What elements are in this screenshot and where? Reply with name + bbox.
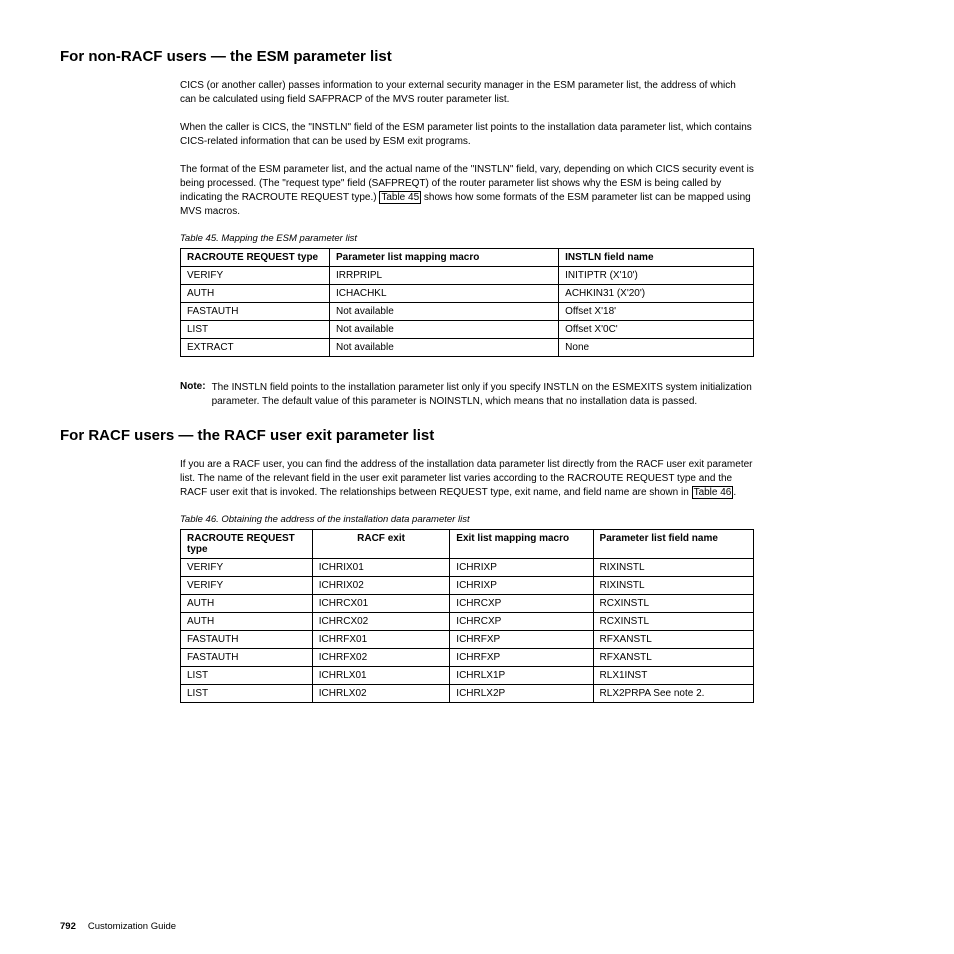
table-row: FASTAUTHICHRFX01ICHRFXPRFXANSTL — [181, 631, 754, 649]
table-cell: INITIPTR (X'10') — [559, 267, 754, 285]
table-cell: RLX1INST — [593, 667, 753, 685]
table-cell: LIST — [181, 685, 313, 703]
table-cell: Offset X'18' — [559, 303, 754, 321]
table46-caption: Table 46. Obtaining the address of the i… — [180, 514, 754, 525]
table46-header-row: RACROUTE REQUEST type RACF exit Exit lis… — [181, 530, 754, 559]
section-racf: For RACF users — the RACF user exit para… — [60, 427, 894, 703]
page-footer: 792 Customization Guide — [60, 921, 176, 932]
table-row: AUTHICHRCX02ICHRCXPRCXINSTL — [181, 613, 754, 631]
section1-heading: For non-RACF users — the ESM parameter l… — [60, 48, 894, 65]
table-cell: RCXINSTL — [593, 613, 753, 631]
section1-para2: When the caller is CICS, the "INSTLN" fi… — [180, 121, 754, 149]
doc-title: Customization Guide — [88, 921, 176, 932]
table-row: FASTAUTHICHRFX02ICHRFXPRFXANSTL — [181, 649, 754, 667]
table-cell: ICHRFX02 — [312, 649, 450, 667]
table45-h1: RACROUTE REQUEST type — [181, 249, 330, 267]
para-after: . — [733, 487, 736, 498]
table46-h2: RACF exit — [312, 530, 450, 559]
table-row: VERIFYICHRIX01ICHRIXPRIXINSTL — [181, 559, 754, 577]
section-nonracf: For non-RACF users — the ESM parameter l… — [60, 48, 894, 409]
section1-content: CICS (or another caller) passes informat… — [180, 79, 754, 409]
table-row: LISTICHRLX01ICHRLX1PRLX1INST — [181, 667, 754, 685]
table-cell: FASTAUTH — [181, 631, 313, 649]
table45-h3: INSTLN field name — [559, 249, 754, 267]
table-cell: ICHRLX02 — [312, 685, 450, 703]
section1-para3: The format of the ESM parameter list, an… — [180, 163, 754, 219]
table-row: LISTICHRLX02ICHRLX2PRLX2PRPA See note 2. — [181, 685, 754, 703]
table-cell: ICHRCXP — [450, 613, 593, 631]
table45-link[interactable]: Table 45 — [379, 191, 421, 204]
table-cell: AUTH — [181, 285, 330, 303]
table-cell: VERIFY — [181, 577, 313, 595]
table-row: FASTAUTHNot availableOffset X'18' — [181, 303, 754, 321]
table-cell: AUTH — [181, 613, 313, 631]
table-cell: ICHRIXP — [450, 559, 593, 577]
table-cell: RFXANSTL — [593, 649, 753, 667]
table-cell: ICHRCX02 — [312, 613, 450, 631]
table-cell: ICHRCXP — [450, 595, 593, 613]
table-row: VERIFYICHRIX02ICHRIXPRIXINSTL — [181, 577, 754, 595]
section1-para1: CICS (or another caller) passes informat… — [180, 79, 754, 107]
table46: RACROUTE REQUEST type RACF exit Exit lis… — [180, 529, 754, 703]
table-cell: ICHRLX2P — [450, 685, 593, 703]
table46-h4: Parameter list field name — [593, 530, 753, 559]
table-cell: RIXINSTL — [593, 559, 753, 577]
table-cell: ICHRCX01 — [312, 595, 450, 613]
table-row: AUTHICHACHKLACHKIN31 (X'20') — [181, 285, 754, 303]
table-cell: FASTAUTH — [181, 303, 330, 321]
table-cell: ICHACHKL — [329, 285, 558, 303]
section2-content: If you are a RACF user, you can find the… — [180, 458, 754, 703]
table-cell: Not available — [329, 339, 558, 357]
table-cell: AUTH — [181, 595, 313, 613]
table-row: AUTHICHRCX01ICHRCXPRCXINSTL — [181, 595, 754, 613]
table-cell: ACHKIN31 (X'20') — [559, 285, 754, 303]
table-cell: IRRPRIPL — [329, 267, 558, 285]
table-cell: ICHRLX01 — [312, 667, 450, 685]
table-cell: VERIFY — [181, 267, 330, 285]
table-cell: Not available — [329, 321, 558, 339]
table-cell: RFXANSTL — [593, 631, 753, 649]
table46-h1: RACROUTE REQUEST type — [181, 530, 313, 559]
table-cell: LIST — [181, 321, 330, 339]
table-cell: EXTRACT — [181, 339, 330, 357]
para-before: If you are a RACF user, you can find the… — [180, 459, 753, 498]
table-cell: RCXINSTL — [593, 595, 753, 613]
table-cell: Not available — [329, 303, 558, 321]
note-text: The INSTLN field points to the installat… — [212, 381, 754, 409]
note-label: Note: — [180, 381, 212, 409]
table-cell: RLX2PRPA See note 2. — [593, 685, 753, 703]
table-cell: ICHRIXP — [450, 577, 593, 595]
table-row: EXTRACTNot availableNone — [181, 339, 754, 357]
table46-link[interactable]: Table 46 — [692, 486, 734, 499]
section1-note: Note: The INSTLN field points to the ins… — [180, 381, 754, 409]
table-cell: ICHRIX01 — [312, 559, 450, 577]
table45-caption: Table 45. Mapping the ESM parameter list — [180, 233, 754, 244]
section2-heading: For RACF users — the RACF user exit para… — [60, 427, 894, 444]
table45-h2: Parameter list mapping macro — [329, 249, 558, 267]
page-number: 792 — [60, 921, 76, 932]
table-cell: ICHRFXP — [450, 631, 593, 649]
table-cell: ICHRFXP — [450, 649, 593, 667]
table-cell: Offset X'0C' — [559, 321, 754, 339]
table-cell: FASTAUTH — [181, 649, 313, 667]
table-cell: None — [559, 339, 754, 357]
table-cell: RIXINSTL — [593, 577, 753, 595]
table-row: VERIFYIRRPRIPLINITIPTR (X'10') — [181, 267, 754, 285]
table-cell: LIST — [181, 667, 313, 685]
table-cell: ICHRIX02 — [312, 577, 450, 595]
table-cell: ICHRLX1P — [450, 667, 593, 685]
section2-para: If you are a RACF user, you can find the… — [180, 458, 754, 500]
table-cell: ICHRFX01 — [312, 631, 450, 649]
table46-h3: Exit list mapping macro — [450, 530, 593, 559]
table-row: LISTNot availableOffset X'0C' — [181, 321, 754, 339]
table45-header-row: RACROUTE REQUEST type Parameter list map… — [181, 249, 754, 267]
table-cell: VERIFY — [181, 559, 313, 577]
table45: RACROUTE REQUEST type Parameter list map… — [180, 248, 754, 357]
